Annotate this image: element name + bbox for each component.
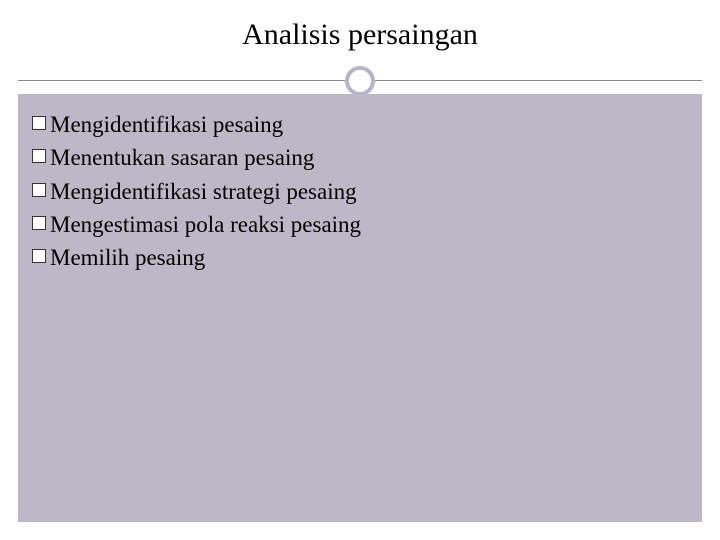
bullet-text: Mengidentifikasi pesaing xyxy=(50,108,283,141)
content-panel: Mengidentifikasi pesaing Menentukan sasa… xyxy=(18,94,702,522)
list-item: Mengidentifikasi pesaing xyxy=(32,108,688,141)
slide-title: Analisis persaingan xyxy=(0,18,720,52)
list-item: Memilih pesaing xyxy=(32,241,688,274)
list-item: Mengestimasi pola reaksi pesaing xyxy=(32,208,688,241)
checkbox-icon xyxy=(32,149,46,163)
checkbox-icon xyxy=(32,183,46,197)
checkbox-icon xyxy=(32,116,46,130)
list-item: Menentukan sasaran pesaing xyxy=(32,141,688,174)
divider-circle-icon xyxy=(345,66,375,96)
bullet-text: Menentukan sasaran pesaing xyxy=(50,141,314,174)
title-area: Analisis persaingan xyxy=(0,0,720,62)
list-item: Mengidentifikasi strategi pesaing xyxy=(32,175,688,208)
bullet-text: Mengidentifikasi strategi pesaing xyxy=(50,175,357,208)
checkbox-icon xyxy=(32,216,46,230)
bullet-text: Mengestimasi pola reaksi pesaing xyxy=(50,208,361,241)
slide: Analisis persaingan Mengidentifikasi pes… xyxy=(0,0,720,540)
checkbox-icon xyxy=(32,249,46,263)
bullet-list: Mengidentifikasi pesaing Menentukan sasa… xyxy=(18,94,702,275)
bullet-text: Memilih pesaing xyxy=(50,241,205,274)
